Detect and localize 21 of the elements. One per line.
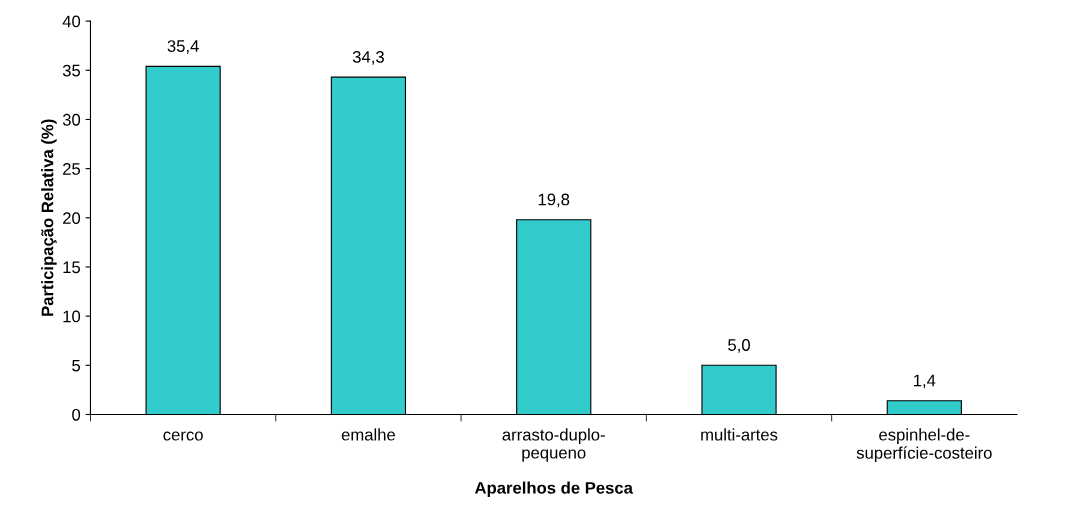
x-axis-title: Aparelhos de Pesca — [474, 481, 634, 498]
y-tick-label: 5 — [72, 359, 81, 372]
y-tick-label: 10 — [63, 310, 81, 323]
x-tick-label: espinhel-de- superfície-costeiro — [856, 428, 992, 463]
x-tick-label: cerco — [163, 431, 203, 441]
y-tick-label: 15 — [63, 261, 81, 274]
data-label: 35,4 — [167, 40, 199, 54]
y-tick-label: 40 — [62, 15, 81, 28]
x-tick-label: emalhe — [341, 428, 396, 441]
data-label: 5,0 — [728, 339, 750, 353]
data-label: 19,8 — [538, 193, 570, 208]
y-tick-label: 0 — [72, 408, 81, 421]
y-tick-label: 30 — [62, 113, 81, 126]
data-label: 34,3 — [352, 50, 384, 65]
y-tick-label: 20 — [63, 212, 81, 224]
x-tick-label: arrasto-duplo- pequeno — [502, 428, 605, 462]
y-tick-label: 25 — [63, 163, 81, 175]
x-tick-label: multi-artes — [701, 428, 778, 441]
data-label: 1,4 — [914, 374, 936, 389]
y-tick-label: 35 — [62, 64, 81, 77]
y-axis-title: Participação Relativa (%) — [41, 119, 57, 316]
